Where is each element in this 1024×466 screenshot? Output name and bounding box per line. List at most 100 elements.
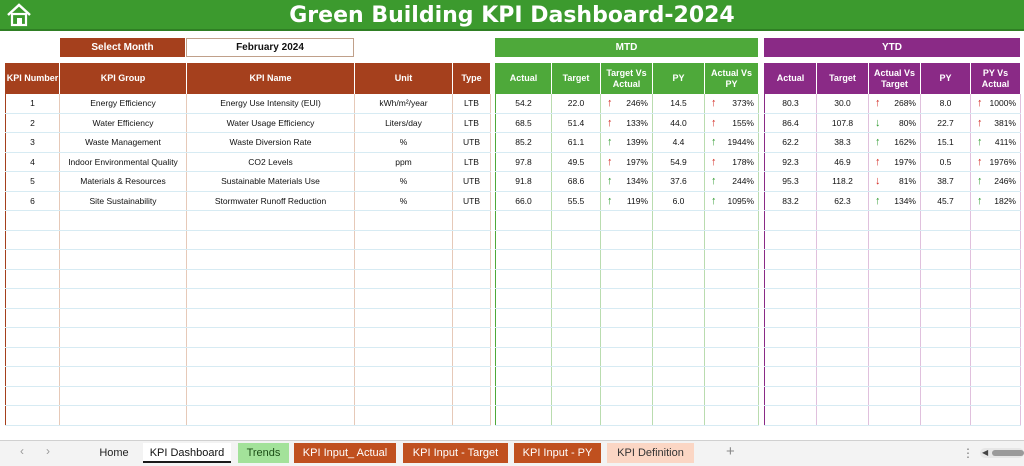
kpi-group-cell [59, 347, 187, 367]
ytd-py-cell [920, 210, 971, 231]
table-row: 4 Indoor Environmental Quality CO2 Levels p… [5, 152, 491, 172]
arrow-up-icon: ↑ [607, 116, 613, 129]
mtd-target-cell [551, 327, 601, 348]
ytd-target-cell [816, 288, 869, 309]
type-cell [452, 269, 491, 289]
type-cell: LTB [452, 113, 491, 133]
kpi-name-cell [186, 288, 355, 309]
table-row: 91.8 68.6 ↑ 134% 37.6 ↑ 244% [495, 171, 759, 192]
ytd-actual-vs-target-cell: ↑ 268% [868, 93, 921, 114]
percent-value: 134% [626, 176, 648, 187]
mtd-actual-cell: 91.8 [495, 171, 552, 192]
tab-kpi-input-actual[interactable]: KPI Input_ Actual [294, 443, 396, 463]
ytd-actual-cell: 92.3 [764, 152, 817, 172]
arrow-up-icon: ↑ [711, 136, 717, 149]
table-row [764, 308, 1021, 328]
select-month-label: Select Month [60, 38, 185, 57]
mtd-target-vs-actual-cell [600, 366, 653, 387]
kpi-number-cell: 6 [5, 191, 60, 211]
ytd-target-cell: 38.3 [816, 132, 869, 153]
header-kpi-number: KPI Number [5, 63, 60, 94]
kpi-number-cell [5, 230, 60, 250]
arrow-up-icon: ↑ [607, 175, 613, 188]
table-row [495, 327, 759, 348]
table-row: 2 Water Efficiency Water Usage Efficiency L… [5, 113, 491, 133]
mtd-target-cell [551, 230, 601, 250]
ytd-actual-cell [764, 308, 817, 328]
ytd-py-cell [920, 405, 971, 426]
kpi-name-cell [186, 366, 355, 387]
table-row: 1 Energy Efficiency Energy Use Intensity (… [5, 93, 491, 114]
ytd-actual-cell: 62.2 [764, 132, 817, 153]
unit-cell [354, 327, 453, 348]
more-icon[interactable]: ⋮ [962, 446, 975, 460]
mtd-header-actual: Actual [495, 63, 552, 94]
ytd-py-cell: 15.1 [920, 132, 971, 153]
mtd-target-cell [551, 386, 601, 406]
plus-icon[interactable]: + [726, 443, 735, 460]
chevron-left-icon[interactable]: ‹ [20, 444, 24, 458]
ytd-actual-vs-target-cell: ↓ 81% [868, 171, 921, 192]
mtd-actual-cell [495, 288, 552, 309]
kpi-number-cell [5, 288, 60, 309]
percent-value: 1000% [989, 98, 1016, 108]
select-month-dropdown[interactable]: February 2024 [186, 38, 354, 57]
kpi-name-cell [186, 210, 355, 231]
ytd-actual-vs-target-cell: ↑ 162% [868, 132, 921, 153]
ytd-actual-cell [764, 249, 817, 270]
ytd-py-vs-actual-cell [970, 366, 1021, 387]
mtd-py-cell: 6.0 [652, 191, 705, 211]
scrollbar-thumb[interactable] [992, 450, 1024, 456]
horizontal-scrollbar[interactable]: ◀ [980, 448, 1024, 458]
mtd-py-cell [652, 210, 705, 231]
table-row [764, 386, 1021, 406]
type-cell [452, 327, 491, 348]
table-row [5, 405, 491, 426]
mtd-target-cell [551, 308, 601, 328]
mtd-actual-vs-py-cell [704, 269, 759, 289]
ytd-actual-vs-target-cell [868, 308, 921, 328]
table-row [495, 210, 759, 231]
ytd-py-vs-actual-cell [970, 347, 1021, 367]
kpi-group-cell: Water Efficiency [59, 113, 187, 133]
mtd-py-cell [652, 386, 705, 406]
mtd-target-vs-actual-cell: ↑ 139% [600, 132, 653, 153]
ytd-py-vs-actual-cell: ↑ 411% [970, 132, 1021, 153]
percent-value: 244% [732, 176, 754, 187]
scroll-left-icon[interactable]: ◀ [982, 448, 989, 457]
kpi-name-cell [186, 269, 355, 289]
mtd-actual-vs-py-cell [704, 288, 759, 309]
kpi-group-cell [59, 327, 187, 348]
unit-cell [354, 347, 453, 367]
ytd-header-py: PY [920, 63, 971, 94]
ytd-py-cell [920, 269, 971, 289]
arrow-up-icon: ↑ [977, 136, 983, 149]
percent-value: 155% [732, 117, 754, 128]
arrow-up-icon: ↑ [711, 175, 717, 188]
ytd-actual-vs-target-cell [868, 366, 921, 387]
tab-home[interactable]: Home [99, 447, 129, 459]
kpi-group-cell [59, 405, 187, 426]
kpi-group-cell [59, 366, 187, 387]
ytd-py-vs-actual-cell: ↑ 1976% [970, 152, 1021, 172]
ytd-target-cell [816, 210, 869, 231]
kpi-group-cell [59, 308, 187, 328]
mtd-actual-vs-py-cell: ↑ 244% [704, 171, 759, 192]
mtd-target-vs-actual-cell [600, 347, 653, 367]
ytd-target-cell: 62.3 [816, 191, 869, 211]
mtd-py-cell [652, 366, 705, 387]
table-row [764, 230, 1021, 250]
header-kpi-name: KPI Name [186, 63, 355, 94]
tab-kpi-dashboard[interactable]: KPI Dashboard [143, 443, 231, 463]
table-row [495, 288, 759, 309]
arrow-up-icon: ↑ [977, 97, 983, 109]
tab-kpi-input-target[interactable]: KPI Input - Target [403, 443, 508, 463]
tab-kpi-definition[interactable]: KPI Definition [607, 443, 694, 463]
tab-kpi-input-py[interactable]: KPI Input - PY [514, 443, 601, 463]
home-icon[interactable] [6, 3, 32, 27]
tab-trends[interactable]: Trends [238, 443, 289, 463]
table-row: 66.0 55.5 ↑ 119% 6.0 ↑ 1095% [495, 191, 759, 211]
unit-cell [354, 308, 453, 328]
ytd-actual-cell: 80.3 [764, 93, 817, 114]
chevron-right-icon[interactable]: › [46, 444, 50, 458]
